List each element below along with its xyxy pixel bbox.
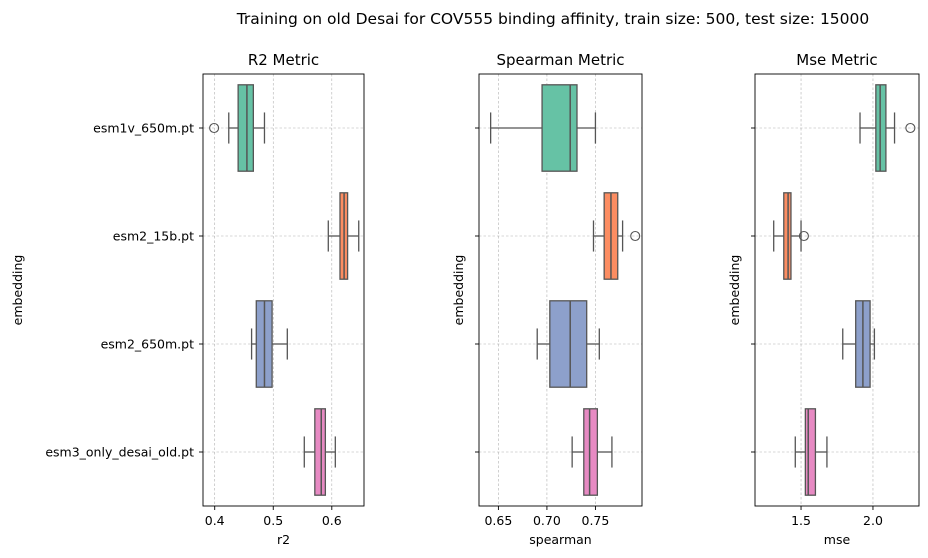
x-tick-label: 0.4 [205, 513, 225, 528]
panel-3: 1.5 2.0 Mse Metric mse embedding [727, 51, 920, 547]
y-tick-label: esm2_15b.pt [113, 229, 194, 244]
x-axis-label: r2 [277, 532, 290, 547]
x-tick-label: 0.65 [484, 513, 512, 528]
box-iqr [804, 408, 817, 496]
x-tick-label: 0.75 [582, 513, 610, 528]
box-esm3-only-desai-old-pt [571, 408, 613, 496]
y-axis-label: embedding [451, 255, 466, 326]
outlier-point [209, 122, 220, 134]
box-esm1v-650m-pt [209, 84, 266, 172]
axes-frame [202, 73, 365, 507]
box-iqr [541, 84, 578, 172]
y-tick-label: esm3_only_desai_old.pt [45, 445, 194, 460]
x-tick-label: 0.5 [263, 513, 283, 528]
box-iqr [237, 84, 254, 172]
box-esm2-650m-pt [250, 300, 288, 388]
box-esm3-only-desai-old-pt [303, 408, 336, 496]
outlier-point [630, 230, 641, 242]
x-tick-label: 0.6 [322, 513, 342, 528]
panel-title: Spearman Metric [496, 51, 624, 69]
y-axis-label: embedding [727, 255, 742, 326]
panel-1: 0.4 0.5 0.6 esm1v_650m.pt esm2_15b.pt esm2_65… [10, 51, 365, 547]
axes-frame [754, 73, 920, 507]
box-esm2-15b-pt [592, 192, 641, 280]
axes-frame [478, 73, 643, 507]
box-esm2-650m-pt [536, 300, 600, 388]
box-esm1v-650m-pt [859, 84, 916, 172]
x-tick-label: 1.5 [791, 513, 811, 528]
outlier-point [905, 122, 916, 134]
panel-title: Mse Metric [796, 51, 877, 69]
panel-title: R2 Metric [248, 51, 319, 69]
box-iqr [314, 408, 327, 496]
x-axis-label: mse [824, 532, 851, 547]
x-tick-label: 2.0 [863, 513, 883, 528]
box-esm1v-650m-pt [489, 84, 597, 172]
box-esm3-only-desai-old-pt [794, 408, 828, 496]
box-esm2-650m-pt [842, 300, 876, 388]
box-iqr [549, 300, 588, 388]
box-esm2-15b-pt [327, 192, 360, 280]
box-esm2-15b-pt [773, 192, 809, 280]
panel-2: 0.65 0.70 0.75 Spearman Metric spearman embed… [451, 51, 643, 547]
box-iqr [583, 408, 599, 496]
x-tick-label: 0.70 [533, 513, 561, 528]
x-axis-label: spearman [529, 532, 591, 547]
y-axis-label: embedding [10, 255, 25, 326]
y-tick-label: esm1v_650m.pt [93, 121, 194, 136]
outlier-point [798, 230, 809, 242]
figure-suptitle: Training on old Desai for COV555 binding… [236, 10, 870, 28]
y-tick-label: esm2_650m.pt [101, 337, 195, 352]
